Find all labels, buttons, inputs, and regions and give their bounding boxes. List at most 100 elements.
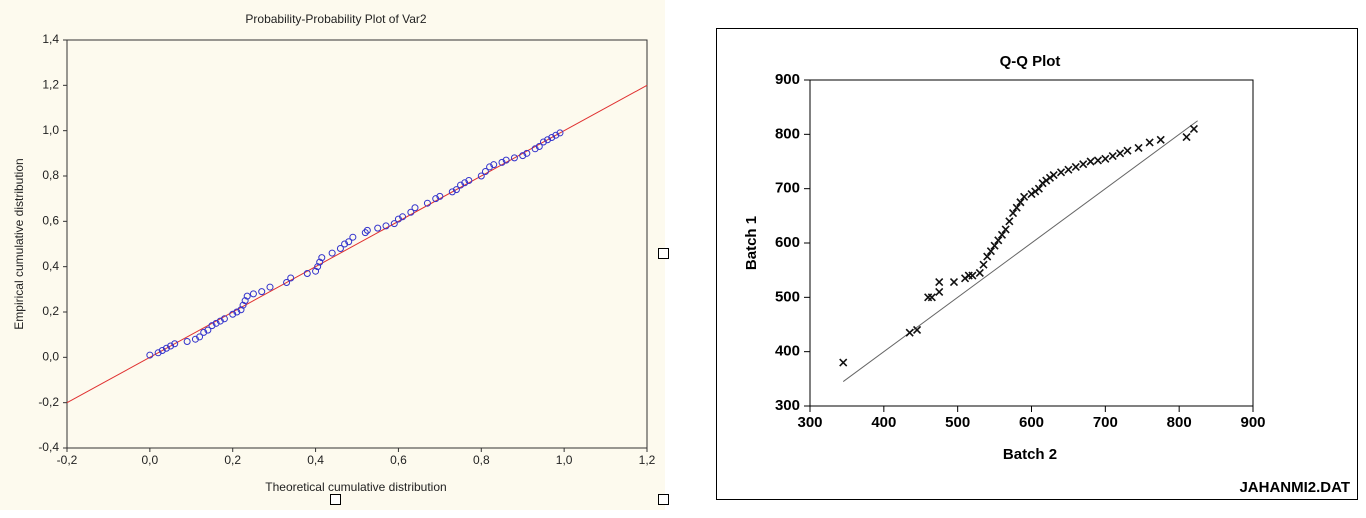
point bbox=[968, 271, 977, 280]
point bbox=[212, 319, 220, 327]
point bbox=[1101, 154, 1110, 163]
point bbox=[423, 199, 431, 207]
point bbox=[382, 222, 390, 230]
point bbox=[283, 279, 291, 287]
point bbox=[510, 154, 518, 162]
y-tick-label: 0,8 bbox=[42, 168, 59, 182]
point bbox=[1116, 149, 1125, 158]
point bbox=[394, 215, 402, 223]
x-axis-label: Batch 2 bbox=[1003, 446, 1057, 463]
point bbox=[1071, 162, 1080, 171]
point bbox=[196, 333, 204, 341]
pp-chart: Probability-Probability Plot of Var2 The… bbox=[12, 12, 655, 494]
point bbox=[374, 224, 382, 232]
x-tick-label: 700 bbox=[1093, 414, 1118, 431]
point bbox=[241, 297, 249, 305]
point bbox=[983, 252, 992, 261]
chart-title: Probability-Probability Plot of Var2 bbox=[245, 12, 427, 26]
point bbox=[341, 240, 349, 248]
point bbox=[1056, 168, 1066, 177]
point bbox=[465, 177, 473, 185]
point bbox=[1108, 152, 1117, 161]
point bbox=[1189, 124, 1198, 133]
y-tick-label: 800 bbox=[775, 125, 800, 142]
point bbox=[523, 149, 531, 157]
point bbox=[979, 260, 988, 269]
point bbox=[1182, 132, 1191, 142]
point bbox=[229, 310, 237, 318]
point bbox=[349, 233, 357, 241]
point bbox=[552, 131, 560, 139]
point bbox=[191, 335, 199, 343]
point bbox=[986, 247, 995, 256]
point bbox=[316, 258, 324, 266]
point bbox=[1079, 160, 1088, 169]
point bbox=[1093, 156, 1103, 165]
x-tick-label: 400 bbox=[871, 414, 896, 431]
handle bbox=[658, 494, 669, 505]
point bbox=[436, 192, 444, 200]
x-tick-label: 800 bbox=[1167, 414, 1192, 431]
x-tick-label: 1,0 bbox=[556, 453, 573, 467]
point bbox=[158, 347, 166, 355]
point bbox=[200, 328, 208, 336]
point bbox=[548, 133, 556, 141]
x-axis-label: Theoretical cumulative distribution bbox=[265, 480, 446, 494]
point bbox=[390, 220, 398, 228]
point bbox=[477, 172, 485, 180]
point bbox=[531, 145, 539, 153]
x-tick-label: 600 bbox=[1019, 414, 1044, 431]
y-tick-label: 0,6 bbox=[42, 214, 59, 228]
y-tick-label: 900 bbox=[775, 71, 800, 88]
point bbox=[249, 290, 257, 298]
point bbox=[336, 245, 344, 253]
point bbox=[461, 179, 469, 187]
point bbox=[361, 229, 369, 237]
point bbox=[167, 342, 175, 350]
y-tick-label: -0,4 bbox=[38, 440, 59, 454]
y-tick-label: 0,4 bbox=[42, 259, 59, 273]
y-tick-label: 300 bbox=[775, 397, 800, 414]
point bbox=[481, 167, 489, 175]
point bbox=[912, 325, 922, 334]
qq-chart: Q-Q Plot Batch 2 Batch 1 JAHANMI2.DAT 30… bbox=[743, 53, 1350, 496]
reference-line bbox=[842, 120, 1198, 382]
point bbox=[1016, 198, 1025, 207]
point bbox=[239, 301, 247, 309]
point bbox=[556, 129, 564, 137]
point bbox=[345, 238, 353, 246]
point bbox=[303, 269, 311, 277]
point bbox=[486, 163, 494, 171]
point bbox=[204, 326, 212, 334]
point bbox=[328, 249, 336, 257]
point bbox=[183, 337, 191, 345]
y-tick-label: 0,2 bbox=[42, 304, 59, 318]
point bbox=[432, 195, 440, 203]
point bbox=[162, 344, 170, 352]
point bbox=[1123, 146, 1132, 155]
y-tick-label: 0,0 bbox=[42, 350, 59, 364]
point bbox=[266, 283, 274, 291]
point bbox=[407, 208, 415, 216]
y-tick-label: -0,2 bbox=[38, 395, 59, 409]
right-panel bbox=[716, 28, 1358, 500]
point bbox=[1008, 209, 1018, 218]
point bbox=[171, 340, 179, 348]
point bbox=[312, 267, 320, 275]
x-tick-label: 900 bbox=[1240, 414, 1265, 431]
point bbox=[519, 152, 527, 160]
point bbox=[997, 230, 1007, 239]
point bbox=[1034, 184, 1043, 193]
point bbox=[502, 156, 510, 164]
plot-frame bbox=[66, 39, 648, 449]
point bbox=[949, 278, 959, 287]
point bbox=[539, 138, 547, 146]
x-tick-label: 300 bbox=[797, 414, 822, 431]
y-tick-label: 1,0 bbox=[42, 123, 59, 137]
point bbox=[208, 322, 216, 330]
point bbox=[1049, 171, 1058, 180]
point bbox=[990, 241, 999, 250]
point bbox=[243, 292, 251, 300]
y-tick-label: 1,2 bbox=[42, 78, 59, 92]
